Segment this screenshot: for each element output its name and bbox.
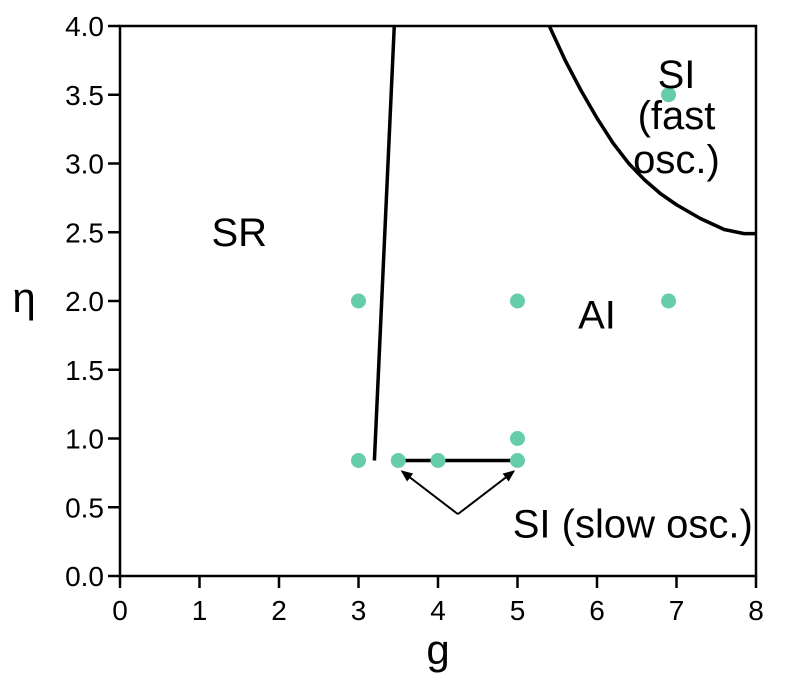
y-axis-title: η bbox=[12, 274, 35, 321]
region-label-ai: AI bbox=[578, 294, 616, 338]
y-tick-label: 3.5 bbox=[65, 80, 104, 111]
x-tick-label: 3 bbox=[351, 595, 367, 626]
data-point bbox=[390, 453, 406, 468]
annotation-arrows bbox=[400, 470, 516, 515]
x-tick-label: 7 bbox=[669, 595, 685, 626]
region-label-si-fast-line3: osc.) bbox=[633, 138, 720, 182]
region-label-sr: SR bbox=[211, 211, 267, 255]
data-point bbox=[510, 453, 525, 468]
y-tick-label: 1.5 bbox=[65, 355, 104, 386]
y-tick-label: 3.0 bbox=[65, 149, 104, 180]
data-point bbox=[430, 453, 446, 468]
data-point bbox=[661, 87, 677, 103]
region-label-si-fast-line2: (fast bbox=[638, 94, 716, 138]
data-point bbox=[510, 293, 525, 309]
boundary-lines bbox=[372, 25, 756, 463]
annotation-arrow bbox=[457, 470, 516, 515]
annotation-arrow bbox=[400, 470, 459, 515]
x-axis-title: g bbox=[426, 626, 449, 673]
boundary-line-sr-ai bbox=[372, 25, 397, 461]
data-point bbox=[510, 431, 525, 446]
data-point bbox=[661, 293, 677, 309]
boundary-line-si-fast bbox=[547, 25, 756, 236]
x-tick-label: 5 bbox=[510, 595, 526, 626]
y-tick-label: 4.0 bbox=[65, 11, 104, 42]
x-tick-label: 4 bbox=[430, 595, 446, 626]
region-label-si-slow: SI (slow osc.) bbox=[513, 503, 753, 547]
x-tick-label: 1 bbox=[192, 595, 208, 626]
data-point bbox=[351, 453, 366, 468]
y-tick-label: 2.0 bbox=[65, 286, 104, 317]
data-points bbox=[351, 87, 677, 468]
region-label-si-fast-line1: SI bbox=[658, 53, 696, 97]
x-tick-label: 6 bbox=[589, 595, 605, 626]
x-tick-label: 0 bbox=[112, 595, 128, 626]
y-tick-label: 2.5 bbox=[65, 217, 104, 248]
axis-ticks: 0 1 2 3 4 5 6 7 8 0.0 0.5 1.0 1.5 2.0 2.5 3.0 3.5 4.0 bbox=[65, 11, 764, 626]
y-tick-label: 0.5 bbox=[65, 492, 104, 523]
x-tick-label: 2 bbox=[271, 595, 287, 626]
y-tick-label: 1.0 bbox=[65, 424, 104, 455]
x-tick-label: 8 bbox=[748, 595, 764, 626]
data-point bbox=[351, 293, 366, 309]
y-tick-label: 0.0 bbox=[65, 561, 104, 592]
